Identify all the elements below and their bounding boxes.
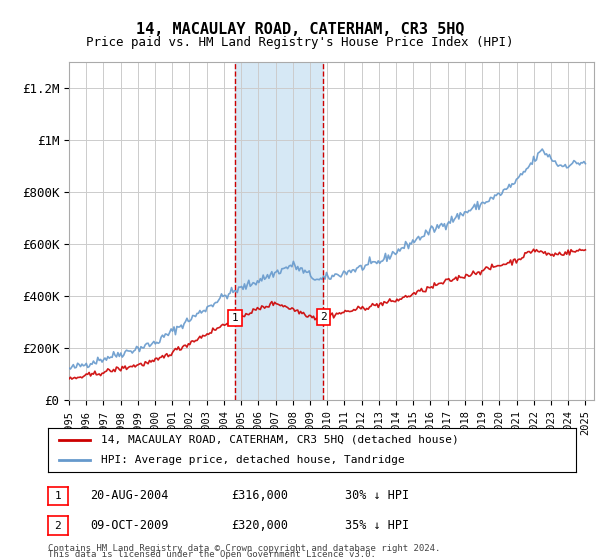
Text: 2: 2: [320, 312, 326, 322]
Text: 20-AUG-2004: 20-AUG-2004: [90, 489, 169, 502]
Text: 14, MACAULAY ROAD, CATERHAM, CR3 5HQ (detached house): 14, MACAULAY ROAD, CATERHAM, CR3 5HQ (de…: [101, 435, 458, 445]
Text: 09-OCT-2009: 09-OCT-2009: [90, 519, 169, 532]
Text: Price paid vs. HM Land Registry's House Price Index (HPI): Price paid vs. HM Land Registry's House …: [86, 36, 514, 49]
Text: 2: 2: [55, 521, 61, 530]
Text: 1: 1: [55, 491, 61, 501]
Text: 30% ↓ HPI: 30% ↓ HPI: [345, 489, 409, 502]
Text: Contains HM Land Registry data © Crown copyright and database right 2024.: Contains HM Land Registry data © Crown c…: [48, 544, 440, 553]
Text: HPI: Average price, detached house, Tandridge: HPI: Average price, detached house, Tand…: [101, 455, 404, 465]
Text: £316,000: £316,000: [231, 489, 288, 502]
Text: 1: 1: [232, 313, 238, 323]
Text: 14, MACAULAY ROAD, CATERHAM, CR3 5HQ: 14, MACAULAY ROAD, CATERHAM, CR3 5HQ: [136, 22, 464, 38]
Bar: [235, 62, 323, 400]
Text: £320,000: £320,000: [231, 519, 288, 532]
Text: This data is licensed under the Open Government Licence v3.0.: This data is licensed under the Open Gov…: [48, 550, 376, 559]
Text: 35% ↓ HPI: 35% ↓ HPI: [345, 519, 409, 532]
